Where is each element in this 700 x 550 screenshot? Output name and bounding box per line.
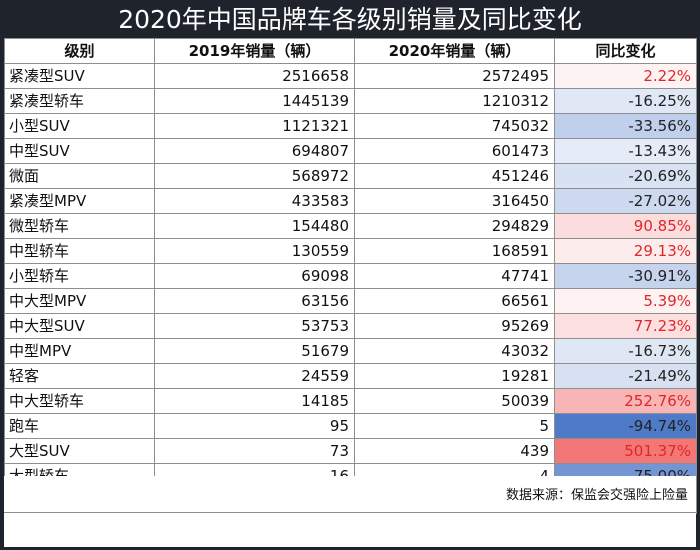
sales-2019-cell: 69098	[154, 263, 355, 289]
sales-2020-cell: 95269	[354, 313, 555, 339]
bottom-blank-area	[4, 513, 696, 547]
sales-2019-cell: 694807	[154, 138, 355, 164]
category-cell: 微型轿车	[4, 213, 155, 239]
change-cell: -20.69%	[554, 163, 697, 189]
header-change: 同比变化	[554, 38, 697, 64]
table-header-row: 级别 2019年销量（辆） 2020年销量（辆） 同比变化	[4, 38, 697, 64]
change-cell: -16.73%	[554, 338, 697, 364]
sales-2019-cell: 63156	[154, 288, 355, 314]
sales-2020-cell: 316450	[354, 188, 555, 214]
sales-2020-cell: 439	[354, 438, 555, 464]
sales-2019-cell: 433583	[154, 188, 355, 214]
sales-2020-cell: 1210312	[354, 88, 555, 114]
category-cell: 中型SUV	[4, 138, 155, 164]
change-cell: -94.74%	[554, 413, 697, 439]
sales-2020-cell: 451246	[354, 163, 555, 189]
table-row: 中型SUV 694807 601473 -13.43%	[4, 138, 697, 164]
sales-2019-cell: 51679	[154, 338, 355, 364]
category-cell: 跑车	[4, 413, 155, 439]
sales-2019-cell: 1445139	[154, 88, 355, 114]
category-cell: 微面	[4, 163, 155, 189]
sales-2020-cell: 19281	[354, 363, 555, 389]
change-cell: -33.56%	[554, 113, 697, 139]
sales-2020-cell: 745032	[354, 113, 555, 139]
sales-2020-cell: 5	[354, 413, 555, 439]
header-sales-2020: 2020年销量（辆）	[354, 38, 555, 64]
change-cell: -21.49%	[554, 363, 697, 389]
sales-2020-cell: 168591	[354, 238, 555, 264]
category-cell: 中大型轿车	[4, 388, 155, 414]
category-cell: 中型轿车	[4, 238, 155, 264]
change-cell: 90.85%	[554, 213, 697, 239]
sales-2019-cell: 73	[154, 438, 355, 464]
change-cell: 501.37%	[554, 438, 697, 464]
category-cell: 紧凑型MPV	[4, 188, 155, 214]
sales-2019-cell: 154480	[154, 213, 355, 239]
sales-2020-cell: 294829	[354, 213, 555, 239]
table-row: 中大型轿车 14185 50039 252.76%	[4, 388, 697, 414]
category-cell: 大型SUV	[4, 438, 155, 464]
category-cell: 中大型MPV	[4, 288, 155, 314]
table-row: 中大型SUV 53753 95269 77.23%	[4, 313, 697, 339]
change-cell: -30.91%	[554, 263, 697, 289]
category-cell: 小型SUV	[4, 113, 155, 139]
table-row: 跑车 95 5 -94.74%	[4, 413, 697, 439]
table-row: 中大型MPV 63156 66561 5.39%	[4, 288, 697, 314]
table-row: 小型轿车 69098 47741 -30.91%	[4, 263, 697, 289]
change-cell: 252.76%	[554, 388, 697, 414]
sales-2019-cell: 53753	[154, 313, 355, 339]
header-category: 级别	[4, 38, 155, 64]
page-title: 2020年中国品牌车各级别销量及同比变化	[118, 5, 582, 34]
sales-table: 级别 2019年销量（辆） 2020年销量（辆） 同比变化 紧凑型SUV 2516…	[4, 38, 697, 514]
sales-2019-cell: 14185	[154, 388, 355, 414]
source-text: 数据来源：保监会交强险上险量	[505, 488, 688, 503]
change-cell: -16.25%	[554, 88, 697, 114]
table-row: 小型SUV 1121321 745032 -33.56%	[4, 113, 697, 139]
table-body: 紧凑型SUV 2516658 2572495 2.22% 紧凑型轿车 1445139 121…	[4, 63, 697, 514]
table-row: 微面 568972 451246 -20.69%	[4, 163, 697, 189]
change-cell: -13.43%	[554, 138, 697, 164]
table-row: 中型MPV 51679 43032 -16.73%	[4, 338, 697, 364]
category-cell: 轻客	[4, 363, 155, 389]
table-row: 紧凑型SUV 2516658 2572495 2.22%	[4, 63, 697, 89]
category-cell: 中型MPV	[4, 338, 155, 364]
sales-2019-cell: 1121321	[154, 113, 355, 139]
change-cell: 2.22%	[554, 63, 697, 89]
category-cell: 紧凑型SUV	[4, 63, 155, 89]
category-cell: 中大型SUV	[4, 313, 155, 339]
table-row: 紧凑型轿车 1445139 1210312 -16.25%	[4, 88, 697, 114]
sales-2020-cell: 66561	[354, 288, 555, 314]
table-row: 轻客 24559 19281 -21.49%	[4, 363, 697, 389]
table-row: 微型轿车 154480 294829 90.85%	[4, 213, 697, 239]
header-sales-2019: 2019年销量（辆）	[154, 38, 355, 64]
sales-2019-cell: 130559	[154, 238, 355, 264]
sales-2019-cell: 95	[154, 413, 355, 439]
category-cell: 小型轿车	[4, 263, 155, 289]
change-cell: 29.13%	[554, 238, 697, 264]
category-cell: 紧凑型轿车	[4, 88, 155, 114]
table-row: 大型SUV 73 439 501.37%	[4, 438, 697, 464]
change-cell: 5.39%	[554, 288, 697, 314]
sales-2020-cell: 601473	[354, 138, 555, 164]
sales-2020-cell: 2572495	[354, 63, 555, 89]
sales-2019-cell: 2516658	[154, 63, 355, 89]
sales-2019-cell: 24559	[154, 363, 355, 389]
sales-2020-cell: 50039	[354, 388, 555, 414]
sales-2020-cell: 47741	[354, 263, 555, 289]
table-row: 中型轿车 130559 168591 29.13%	[4, 238, 697, 264]
source-note: 数据来源：保监会交强险上险量	[4, 476, 696, 513]
change-cell: 77.23%	[554, 313, 697, 339]
sales-2019-cell: 568972	[154, 163, 355, 189]
sales-2020-cell: 43032	[354, 338, 555, 364]
change-cell: -27.02%	[554, 188, 697, 214]
table-row: 紧凑型MPV 433583 316450 -27.02%	[4, 188, 697, 214]
